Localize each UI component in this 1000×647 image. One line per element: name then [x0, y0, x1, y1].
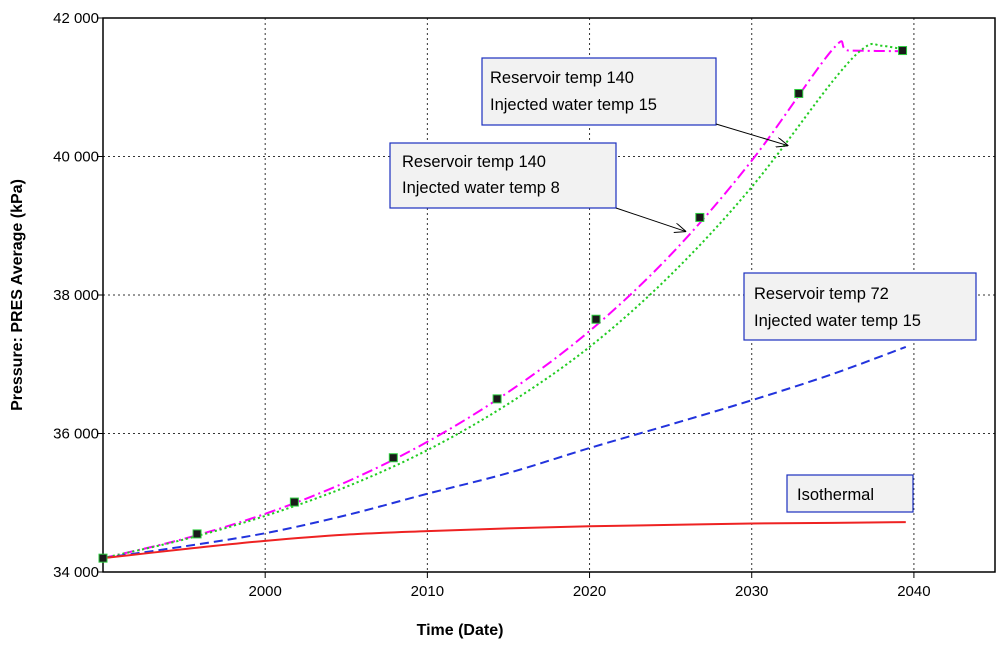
annotation-72-15: Reservoir temp 72 Injected water temp 15 [743, 272, 977, 341]
observed-point [289, 497, 299, 507]
annotation-box [389, 142, 617, 209]
y-axis-title: Pressure: PRES Average (kPa) [9, 179, 26, 411]
x-tick-label: 2030 [735, 583, 768, 600]
series-72-15 [102, 346, 907, 560]
x-axis-tick-labels: 2000 2010 2020 2030 2040 [248, 583, 930, 600]
annotation-box [481, 57, 717, 126]
annotation-line-2: Injected water temp 8 [402, 179, 560, 197]
x-axis-title: Time (Date) [417, 622, 504, 639]
annotation-arrow [715, 123, 787, 145]
y-tick-label: 34 000 [53, 564, 99, 581]
annotation-line-2: Injected water temp 15 [754, 312, 921, 330]
annotation-140-8: Reservoir temp 140 Injected water temp 8 [389, 142, 685, 231]
x-tick-label: 2010 [411, 583, 444, 600]
y-tick-label: 38 000 [53, 287, 99, 304]
y-axis-tick-labels: 34 000 36 000 38 000 40 000 42 000 [53, 10, 99, 581]
annotation-line-1: Reservoir temp 72 [754, 285, 889, 303]
series-140-15 [102, 40, 906, 560]
observed-point [695, 212, 705, 222]
y-tick-label: 36 000 [53, 426, 99, 443]
y-tick-label: 42 000 [53, 10, 99, 27]
observed-point [192, 529, 202, 539]
y-tick-label: 40 000 [53, 149, 99, 166]
annotation-line-1: Reservoir temp 140 [402, 153, 546, 171]
series-isothermal [102, 521, 906, 560]
x-tick-label: 2000 [248, 583, 281, 600]
series-lines [102, 40, 907, 560]
series-140-8 [102, 42, 906, 560]
observed-point [388, 453, 398, 463]
annotation-line-1: Reservoir temp 140 [490, 69, 634, 87]
observed-point [98, 553, 108, 563]
annotation-arrow [615, 207, 685, 231]
observed-points [98, 46, 908, 563]
annotation-box [743, 272, 977, 341]
x-tick-label: 2020 [573, 583, 606, 600]
tick-marks [97, 17, 915, 578]
annotation-isothermal: Isothermal [786, 474, 914, 513]
annotation-box [786, 474, 914, 513]
annotation-140-15: Reservoir temp 140 Injected water temp 1… [481, 57, 787, 145]
observed-point [591, 314, 601, 324]
x-tick-label: 2040 [897, 583, 930, 600]
observed-point [794, 88, 804, 98]
observed-point [492, 394, 502, 404]
annotation-line-2: Injected water temp 15 [490, 96, 657, 114]
annotation-line-1: Isothermal [797, 486, 874, 504]
observed-point [898, 46, 908, 56]
